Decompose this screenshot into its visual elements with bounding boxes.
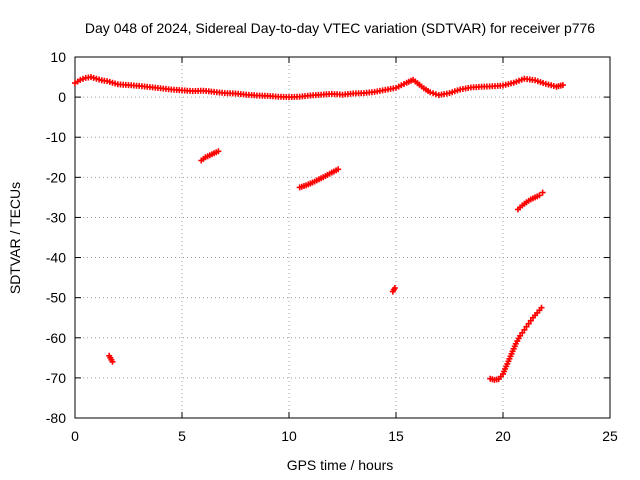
x-axis-title: GPS time / hours	[287, 457, 394, 473]
data-point	[521, 326, 528, 333]
x-tick-label: 15	[388, 428, 404, 444]
data-points	[72, 74, 566, 383]
plot-border	[74, 56, 611, 419]
y-axis-title: SDTVAR / TECUs	[7, 182, 23, 294]
x-tick-label: 0	[71, 428, 79, 444]
data-point	[427, 89, 434, 96]
x-tick-label: 25	[602, 428, 618, 444]
y-tick-label: -20	[46, 169, 66, 185]
y-tick-label: 0	[58, 89, 66, 105]
x-tick-label: 20	[495, 428, 511, 444]
y-tick-label: -40	[46, 250, 66, 266]
y-tick-label: -10	[46, 129, 66, 145]
data-point	[538, 304, 545, 311]
data-point	[536, 192, 543, 199]
y-tick-label: -50	[46, 290, 66, 306]
y-tick-label: -70	[46, 370, 66, 386]
data-point	[559, 82, 566, 89]
x-tick-label: 5	[178, 428, 186, 444]
y-tick-label: -80	[46, 410, 66, 426]
chart-title: Day 048 of 2024, Sidereal Day-to-day VTE…	[85, 20, 595, 36]
data-point	[335, 166, 342, 173]
data-point	[109, 358, 116, 365]
x-tick-label: 10	[281, 428, 297, 444]
y-tick-label: -60	[46, 330, 66, 346]
x-axis: 0 5 10 15 20 25	[71, 57, 618, 444]
y-tick-label: -30	[46, 209, 66, 225]
grid-lines	[75, 57, 610, 418]
data-point	[432, 91, 439, 98]
y-tick-label: 10	[50, 49, 66, 65]
data-point	[215, 148, 222, 155]
plot-frame	[74, 56, 611, 419]
y-axis: -80 -70 -60 -50 -40 -30 -20 -10 0 10	[46, 49, 610, 426]
data-point	[391, 285, 398, 291]
data-point	[539, 189, 546, 196]
